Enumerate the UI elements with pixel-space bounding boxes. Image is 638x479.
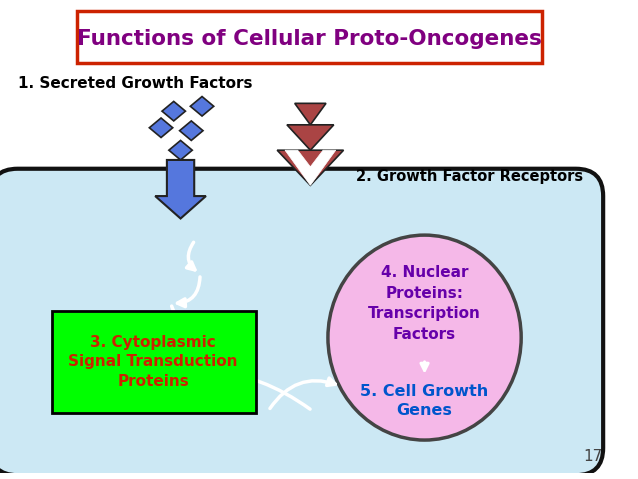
Text: 2. Growth Factor Receptors: 2. Growth Factor Receptors <box>356 169 583 184</box>
Polygon shape <box>162 102 186 121</box>
Polygon shape <box>190 96 214 116</box>
Ellipse shape <box>328 235 521 440</box>
Polygon shape <box>287 125 334 150</box>
Polygon shape <box>169 140 192 160</box>
Polygon shape <box>285 150 336 185</box>
Text: 17: 17 <box>584 449 603 464</box>
FancyBboxPatch shape <box>77 11 542 63</box>
Text: 5. Cell Growth
Genes: 5. Cell Growth Genes <box>360 384 489 419</box>
Text: 3. Cytoplasmic
Signal Transduction
Proteins: 3. Cytoplasmic Signal Transduction Prote… <box>68 335 238 389</box>
Text: 4. Nuclear
Proteins:
Transcription
Factors: 4. Nuclear Proteins: Transcription Facto… <box>368 265 481 342</box>
Polygon shape <box>149 118 173 137</box>
FancyBboxPatch shape <box>0 169 603 475</box>
Polygon shape <box>179 121 203 140</box>
Polygon shape <box>155 160 206 218</box>
Polygon shape <box>295 103 326 125</box>
Text: 1. Secreted Growth Factors: 1. Secreted Growth Factors <box>18 76 252 91</box>
Text: Functions of Cellular Proto-Oncogenes: Functions of Cellular Proto-Oncogenes <box>77 29 542 49</box>
Polygon shape <box>277 150 343 185</box>
FancyBboxPatch shape <box>52 311 256 413</box>
